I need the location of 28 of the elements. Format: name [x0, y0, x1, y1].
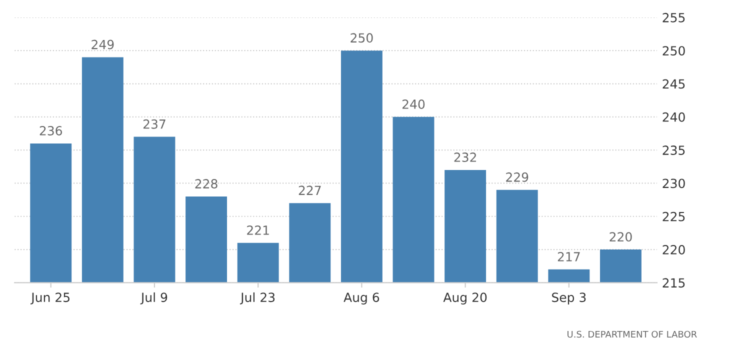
data-label: 250 — [350, 33, 373, 43]
y-tick-label: 235 — [662, 146, 685, 155]
data-label: 221 — [247, 225, 269, 235]
data-label: 232 — [454, 152, 476, 162]
x-tick-label: Jul 9 — [140, 292, 168, 304]
data-label: 220 — [610, 232, 632, 242]
y-tick-label: 250 — [662, 46, 685, 56]
x-tick-label: Aug 20 — [443, 292, 487, 305]
y-tick-label: 255 — [662, 12, 685, 22]
x-tick-label: Jun 25 — [30, 292, 70, 304]
data-label: 240 — [402, 99, 425, 109]
y-tick-label: 240 — [662, 112, 685, 122]
y-tick-label: 215 — [662, 278, 685, 288]
x-tick-label: Jul 23 — [240, 292, 275, 304]
data-label: 237 — [143, 119, 166, 129]
x-tick-label: Aug 6 — [344, 292, 380, 305]
data-label: 229 — [506, 172, 528, 182]
data-label: 227 — [298, 186, 321, 195]
data-label: 228 — [195, 179, 218, 189]
data-label: 217 — [558, 252, 580, 262]
text: U.S. DEPARTMENT OF LABOR — [568, 330, 697, 338]
data-label: 236 — [40, 126, 62, 136]
x-tick-label: Sep 3 — [552, 292, 586, 305]
y-tick-label: 230 — [662, 178, 685, 188]
y-tick-label: 225 — [662, 212, 685, 222]
data-label: 249 — [92, 40, 114, 50]
y-tick-label: 220 — [662, 245, 685, 254]
y-tick-label: 245 — [662, 79, 685, 89]
